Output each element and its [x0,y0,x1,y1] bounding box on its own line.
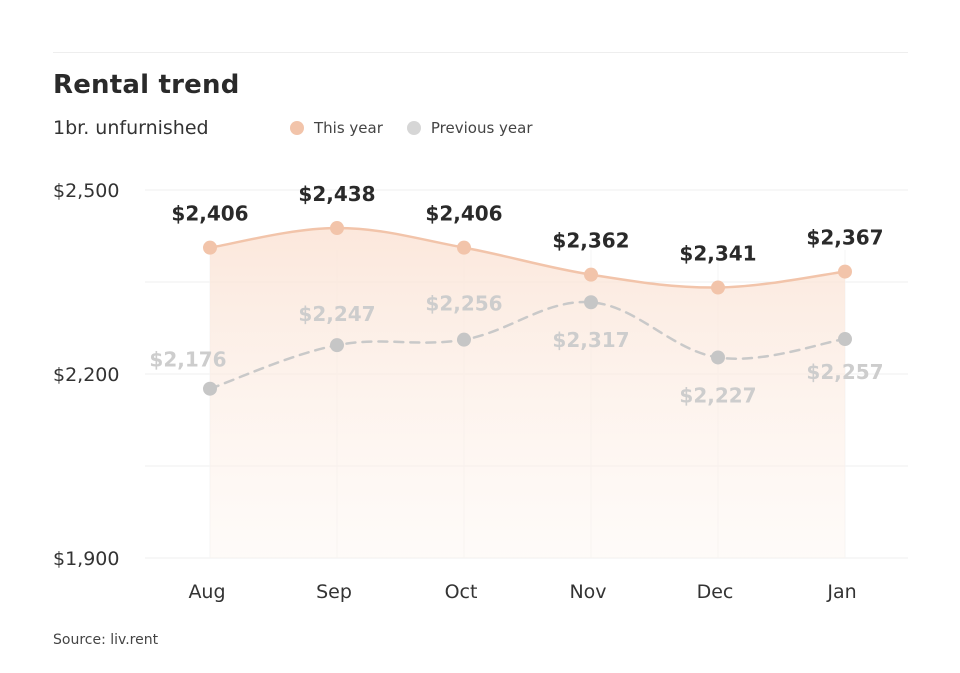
data-label-previous-year: $2,257 [806,360,883,384]
point-this-year [584,267,598,282]
point-this-year [457,240,471,255]
x-tick-label: Jan [826,581,856,603]
data-label-this-year: $2,406 [425,202,502,226]
y-tick-label: $2,200 [53,364,119,386]
series-line-previous-year [208,300,847,390]
data-label-previous-year: $2,176 [149,348,226,372]
point-this-year [330,221,344,236]
data-label-previous-year: $2,247 [298,302,375,326]
legend: This year Previous year [290,119,557,137]
chart-subtitle: 1br. unfurnished [53,117,209,139]
data-label-previous-year: $2,227 [679,383,756,407]
legend-item-previous-year: Previous year [406,119,533,137]
data-label-previous-year: $2,256 [425,292,502,316]
data-label-previous-year: $2,317 [552,328,629,352]
point-this-year [838,264,852,279]
x-tick-label: Sep [316,581,352,603]
point-this-year [203,240,217,255]
point-this-year [711,280,725,295]
x-tick-label: Oct [445,581,478,603]
legend-label-previous-year: Previous year [430,119,533,137]
y-tick-label: $1,900 [53,548,119,570]
legend-swatch-previous-year [406,121,421,135]
x-tick-label: Aug [188,581,225,603]
x-tick-label: Dec [697,581,734,603]
x-tick-label: Nov [569,581,606,603]
series-line-this-year [209,226,846,289]
chart-title: Rental trend [53,70,240,100]
data-label-this-year: $2,341 [679,242,756,266]
data-label-this-year: $2,438 [298,182,375,206]
legend-item-this-year: This year [290,119,383,137]
y-tick-label: $2,500 [53,180,119,202]
data-label-this-year: $2,362 [552,229,629,253]
top-divider [53,52,908,53]
point-previous-year [203,381,217,396]
point-previous-year [711,350,725,365]
data-label-this-year: $2,367 [806,226,883,250]
source-note: Source: liv.rent [53,632,159,648]
point-previous-year [457,332,471,347]
area-this-year [210,228,845,558]
legend-label-this-year: This year [314,119,383,137]
legend-swatch-this-year [290,121,304,135]
point-previous-year [330,338,344,353]
data-label-this-year: $2,406 [171,202,248,226]
point-previous-year [584,295,598,310]
point-previous-year [838,332,852,347]
